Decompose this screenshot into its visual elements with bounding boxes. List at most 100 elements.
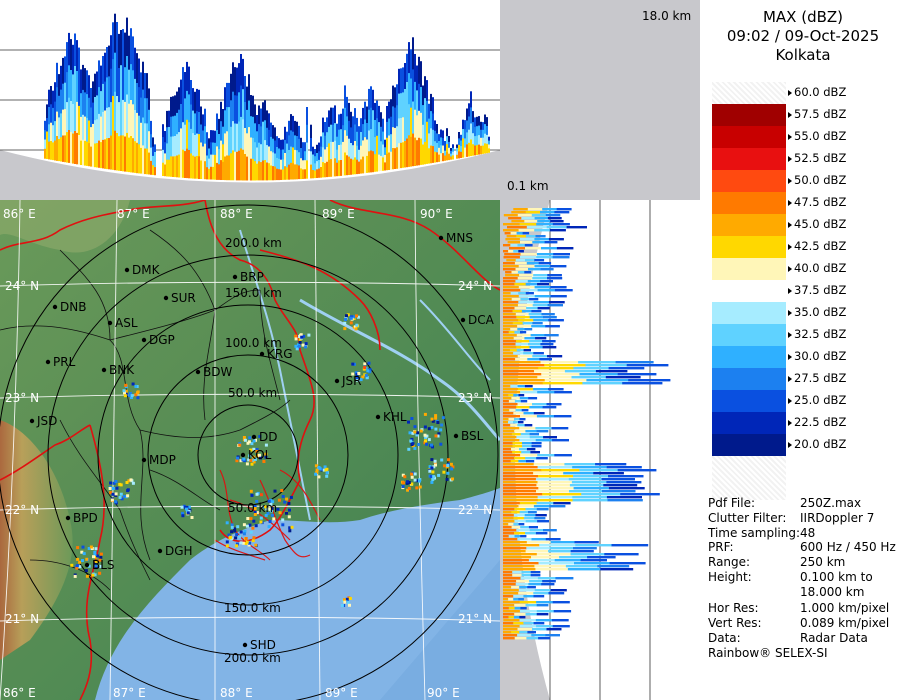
echo-row [503,421,509,424]
echo-column [386,153,388,171]
echo-column [254,123,256,143]
echo-column [188,150,190,179]
echo-column [426,100,428,123]
echo-column [336,149,338,164]
echo-column [190,128,192,154]
echo-column [66,132,68,163]
echo-column [84,68,86,93]
echo-column [178,87,180,111]
echo-row [508,523,514,526]
echo-column [400,68,402,94]
echo-pixel [283,500,287,504]
echo-column [88,75,90,99]
echo-column [254,104,256,124]
echo-row [503,505,519,508]
echo-pixel [264,505,268,509]
echo-column [342,158,344,176]
metadata-value: 0.100 km to [800,570,873,584]
lat-label-21-left: 21° N [5,612,39,626]
echo-column [236,123,238,153]
echo-pixel [249,530,253,534]
echo-column [486,117,488,127]
echo-row [525,508,538,511]
echo-column [238,150,240,181]
echo-column [312,162,314,171]
echo-row [505,238,521,241]
echo-pixel [271,500,275,504]
echo-row [517,304,534,307]
echo-column [184,72,186,99]
echo-row [514,520,527,523]
echo-row [503,625,521,628]
echo-column [216,113,218,131]
echo-pixel [247,458,251,462]
echo-row [519,418,526,421]
echo-column [182,94,184,123]
echo-column [224,87,226,111]
echo-row [556,247,574,250]
echo-row [525,613,538,616]
echo-pixel [258,435,262,438]
echo-pixel [234,536,238,540]
ppi-map [0,200,500,700]
echo-column [50,122,52,142]
echo-column [248,100,250,128]
echo-row [533,388,549,391]
echo-row [526,262,540,265]
echo-row [503,454,521,457]
echo-pixel [434,416,438,420]
echo-pixel [423,412,427,416]
echo-pixel [302,334,306,338]
echo-row [552,619,569,622]
echo-row [529,316,544,319]
echo-row [519,610,538,613]
echo-column [246,156,248,181]
echo-row [503,475,539,478]
echo-row [622,382,663,385]
echo-pixel [242,457,246,461]
city-label: KRG [267,347,293,361]
echo-row [503,298,513,301]
echo-column [464,129,466,139]
echo-pixel [301,343,305,347]
echo-column [256,115,258,132]
echo-column [442,130,444,139]
echo-column [428,148,430,164]
echo-column [290,114,292,131]
echo-column [208,168,210,180]
lon-label-88: 88° E [220,207,253,221]
echo-column [96,119,98,144]
legend-label: 50.0 dBZ [788,173,846,187]
echo-row [503,592,519,595]
echo-column [434,120,436,132]
echo-column [386,137,388,155]
echo-row [538,367,574,370]
echo-row [526,226,548,229]
echo-column [168,127,170,144]
echo-column [222,109,224,128]
echo-row [534,517,546,520]
echo-row [503,292,512,295]
echo-column [328,143,330,161]
echo-pixel [298,338,302,342]
echo-column [234,95,236,124]
echo-column [356,131,358,147]
echo-column [478,135,480,146]
echo-row [503,304,519,307]
echo-column [480,129,482,139]
echo-pixel [411,442,415,446]
echo-row [537,577,556,580]
echo-column [408,104,410,136]
echo-row [536,484,571,487]
echo-column [324,135,326,150]
echo-row [519,616,526,619]
echo-column [298,139,300,153]
echo-row [503,511,512,514]
echo-pixel [350,315,354,319]
echo-column [406,138,408,168]
echo-column [176,112,178,135]
echo-pixel [249,448,253,452]
echo-column [380,112,382,128]
echo-row [572,496,608,499]
echo-column [62,135,64,162]
